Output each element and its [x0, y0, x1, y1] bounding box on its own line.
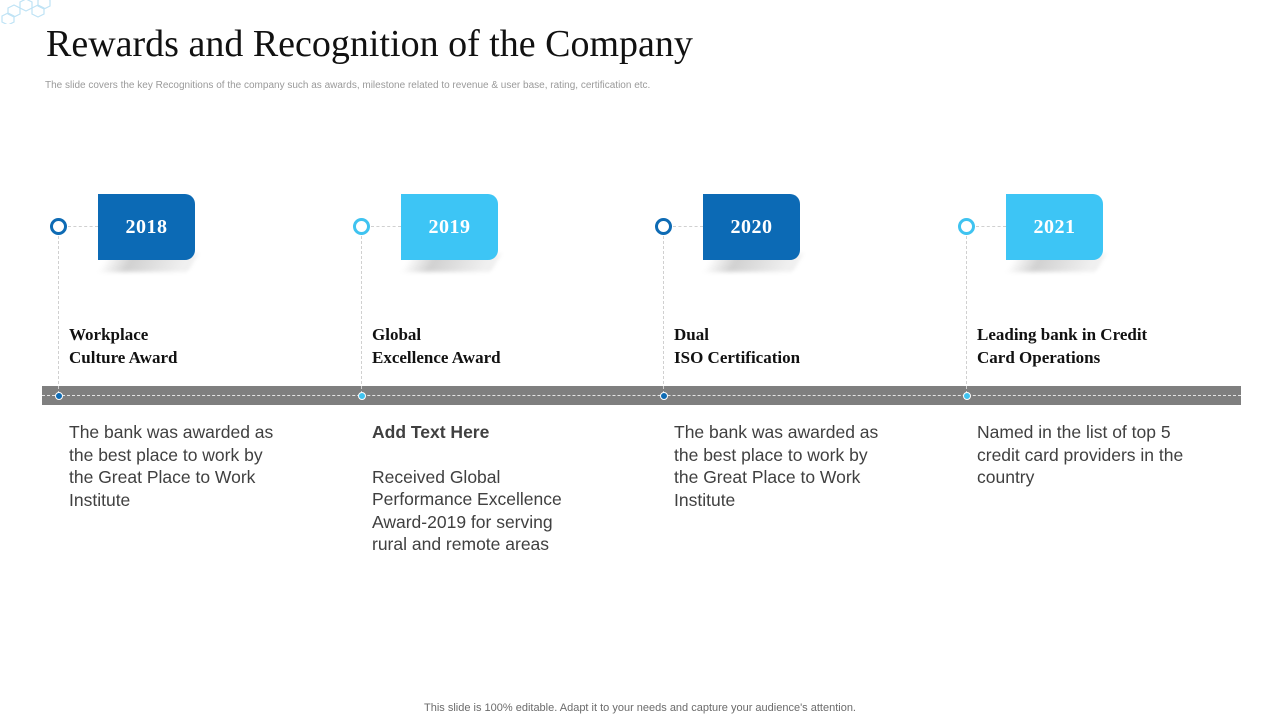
connector-line — [68, 226, 98, 227]
timeline-marker-icon — [958, 218, 975, 235]
milestone-2021: 2021 Leading bank in Credit Card Operati… — [908, 0, 1208, 720]
milestone-2019: 2019 Global Excellence Award Add Text He… — [303, 0, 603, 720]
connector-line — [58, 236, 59, 394]
connector-line — [663, 236, 664, 394]
award-title: Leading bank in Credit Card Operations — [977, 325, 1148, 367]
milestone-2020: 2020 Dual ISO Certification The bank was… — [605, 0, 905, 720]
timeline-dot-icon — [963, 392, 971, 400]
timeline-marker-icon — [50, 218, 67, 235]
award-description-text: The bank was awarded as the best place t… — [69, 422, 274, 510]
year-tag: 2018 — [98, 194, 195, 260]
year-tag: 2019 — [401, 194, 498, 260]
timeline-dot-icon — [55, 392, 63, 400]
award-description: The bank was awarded as the best place t… — [69, 421, 289, 511]
connector-line — [371, 226, 401, 227]
award-title: Workplace Culture Award — [69, 325, 178, 367]
award-description: The bank was awarded as the best place t… — [674, 421, 894, 511]
timeline-dashed-line — [42, 395, 1241, 396]
timeline-dot-icon — [660, 392, 668, 400]
award-title: Dual ISO Certification — [674, 325, 801, 367]
connector-line — [673, 226, 703, 227]
page-subtitle: The slide covers the key Recognitions of… — [45, 80, 651, 91]
award-description-text: Received Global Performance Excellence A… — [372, 466, 562, 555]
connector-line — [966, 236, 967, 394]
timeline-marker-icon — [353, 218, 370, 235]
timeline-marker-icon — [655, 218, 672, 235]
award-description-heading: Add Text Here — [372, 422, 490, 442]
footer-note: This slide is 100% editable. Adapt it to… — [424, 702, 856, 714]
award-description: Add Text Here Received Global Performanc… — [372, 421, 592, 556]
page-title: Rewards and Recognition of the Company — [46, 23, 693, 65]
award-description: Named in the list of top 5 credit card p… — [977, 421, 1197, 489]
connector-line — [361, 236, 362, 394]
timeline-dot-icon — [358, 392, 366, 400]
award-description-text: Named in the list of top 5 credit card p… — [977, 422, 1184, 487]
year-tag: 2020 — [703, 194, 800, 260]
milestone-2018: 2018 Workplace Culture Award The bank wa… — [0, 0, 300, 720]
award-title: Global Excellence Award — [372, 325, 501, 367]
award-description-text: The bank was awarded as the best place t… — [674, 422, 879, 510]
hexagon-decoration-icon — [1, 0, 51, 24]
connector-line — [976, 226, 1006, 227]
year-tag: 2021 — [1006, 194, 1103, 260]
